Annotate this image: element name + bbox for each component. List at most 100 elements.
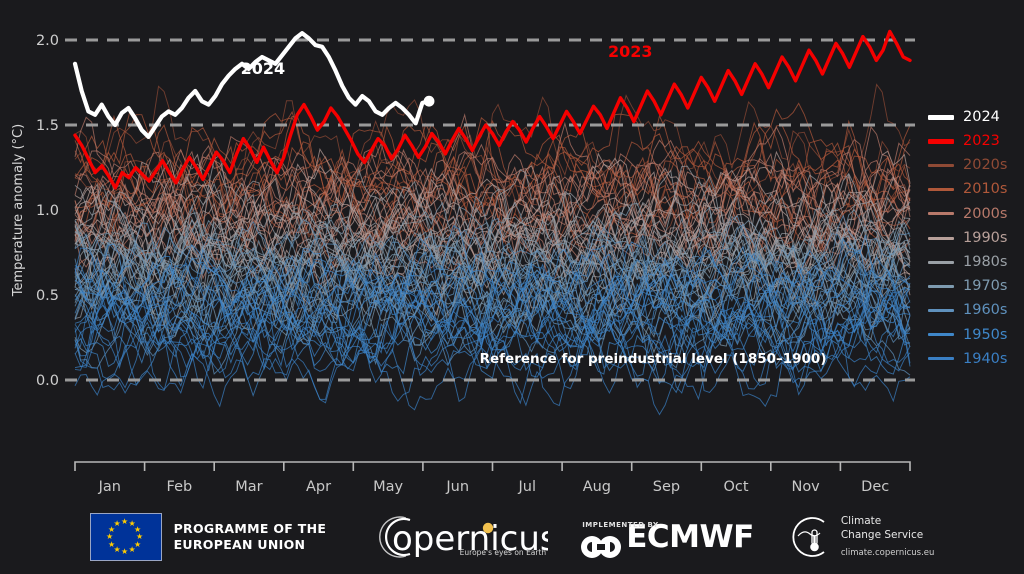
decade-line-1950s [74, 224, 911, 319]
decade-line-1940s [74, 321, 911, 416]
c3s-thermometer-icon [792, 517, 825, 557]
decade-line-1970s [74, 195, 911, 303]
legend-swatch-2000s [928, 212, 954, 216]
y-tick-label: 0.5 [36, 288, 59, 304]
series-line-2024 [72, 31, 432, 139]
legend-swatch-2020s [928, 163, 954, 167]
decade-line-2000s [74, 158, 911, 258]
decade-line-2000s [74, 135, 911, 230]
decade-line-1940s [74, 247, 911, 349]
decade-line-2010s [74, 102, 911, 204]
decade-line-1960s [74, 273, 911, 366]
legend-item-1990s[interactable]: 1990s [928, 226, 1024, 250]
eu-star-icon: ★ [113, 544, 121, 554]
copernicus-logo: opernicus Europe's eyes on Earth [366, 514, 548, 560]
eu-star-icon: ★ [133, 524, 142, 534]
legend-label-1990s: 1990s [963, 229, 1008, 246]
decade-line-1940s [74, 252, 911, 338]
legend-label-1980s: 1980s [963, 253, 1008, 270]
decade-line-1940s [74, 296, 911, 403]
c3s-line2: Change Service [840, 528, 924, 541]
y-tick-label: 0.0 [36, 373, 59, 389]
eu-logo-line2: EUROPEAN UNION [173, 537, 306, 552]
c3s-line1: Climate [840, 515, 882, 528]
legend-item-1950s[interactable]: 1950s [928, 323, 1024, 347]
decade-line-1950s [74, 234, 911, 330]
x-axis-spine [74, 461, 911, 471]
y-axis-title: Temperature anomaly (°C) [11, 124, 26, 297]
eu-star-icon: ★ [136, 532, 144, 541]
chart-container: 0.0 0.5 1.0 1.5 2.0 Temperature anomaly (°C) J… [11, 29, 915, 495]
c3s-text: Climate Change Service climate.copernicu… [841, 515, 935, 558]
legend-label-2023: 2023 [963, 133, 1000, 150]
eu-star-icon: ★ [121, 547, 129, 556]
y-tick-label: 1.5 [36, 118, 59, 134]
legend-swatch-2010s [928, 188, 954, 192]
legend-item-1970s[interactable]: 1970s [928, 274, 1024, 298]
decade-line-2010s [74, 114, 911, 214]
annotation-2024: 2024 [241, 59, 286, 78]
x-tick-label-Oct: Oct [724, 479, 749, 495]
legend-swatch-2024 [928, 114, 954, 120]
eu-star-icon: ★ [108, 524, 116, 534]
x-tick-label-Jun: Jun [445, 479, 469, 495]
legend-item-1940s[interactable]: 1940s [928, 347, 1024, 371]
x-tick-label-Dec: Dec [861, 479, 889, 495]
eu-star-icon: ★ [106, 532, 114, 541]
annotation-2023: 2023 [608, 42, 653, 61]
legend-item-2020s[interactable]: 2020s [928, 153, 1024, 177]
decade-line-1990s [74, 148, 911, 242]
decade-line-1940s [74, 270, 911, 390]
eu-logo-line1: PROGRAMME OF THE [173, 521, 327, 537]
annotations: 2024 2023 Reference for preindustrial leve… [241, 42, 827, 367]
decade-spaghetti-lines [74, 83, 911, 416]
y-tick-label: 1.0 [36, 203, 59, 219]
legend-label-2020s: 2020s [963, 157, 1008, 174]
decade-line-2000s [74, 171, 911, 280]
series-endpoint-2024 [423, 95, 435, 107]
series-line-2023 [73, 29, 912, 190]
decade-line-1960s [74, 233, 911, 337]
gridlines [65, 38, 915, 382]
decade-line-1980s [74, 165, 911, 272]
legend-item-1960s[interactable]: 1960s [928, 299, 1024, 323]
x-tick-label-Feb: Feb [167, 479, 193, 495]
legend-item-2024[interactable]: 2024 [928, 105, 1024, 129]
ecmwf-wordmark: ECMWF [626, 518, 754, 555]
legend-item-2000s[interactable]: 2000s [928, 202, 1024, 226]
eu-star-icon: ★ [133, 539, 142, 549]
eu-star-icon: ★ [128, 544, 136, 554]
x-tick-label-Jul: Jul [518, 479, 537, 495]
eu-star-icon: ★ [128, 519, 136, 528]
ecmwf-cloud-icon [581, 535, 622, 558]
decade-line-1960s [74, 274, 911, 376]
legend-item-2023[interactable]: 2023 [928, 129, 1024, 153]
legend-item-1980s[interactable]: 1980s [928, 250, 1024, 274]
legend-label-1960s: 1960s [963, 302, 1008, 319]
x-tick-label-Nov: Nov [791, 479, 820, 495]
legend-label-2010s: 2010s [963, 181, 1008, 198]
eu-logo-text: PROGRAMME OF THE EUROPEAN UNION [174, 521, 327, 552]
legend-swatch-1950s [928, 333, 954, 337]
legend-label-1940s: 1940s [963, 350, 1008, 367]
temperature-anomaly-chart: 0.0 0.5 1.0 1.5 2.0 Temperature anomaly (°C) J… [11, 29, 915, 495]
eu-star-icon: ★ [121, 517, 129, 526]
footer-logo-bar: ★ ★ ★ ★ ★ ★ ★ ★ ★ ★ ★ ★ PROGRAMME OF THE EUROPEAN U… [0, 500, 1024, 574]
copernicus-tagline: Europe's eyes on Earth [459, 548, 547, 557]
x-tick-label-Mar: Mar [235, 479, 262, 495]
decade-line-1950s [74, 290, 911, 398]
eu-flag-icon: ★ ★ ★ ★ ★ ★ ★ ★ ★ ★ ★ ★ [89, 513, 162, 561]
decade-line-1940s [74, 274, 911, 357]
legend-label-2024: 2024 [963, 108, 1000, 125]
decade-line-1960s [74, 229, 911, 315]
decade-line-1940s [74, 275, 911, 389]
legend-swatch-2023 [928, 138, 954, 144]
x-tick-label-Apr: Apr [306, 479, 331, 495]
decade-line-2010s [74, 134, 911, 230]
eu-logo: ★ ★ ★ ★ ★ ★ ★ ★ ★ ★ ★ ★ PROGRAMME OF THE EUROPEAN U… [89, 513, 327, 561]
legend-item-2010s[interactable]: 2010s [928, 178, 1024, 202]
x-tick-label-Sep: Sep [653, 479, 680, 495]
x-tick-label-Jan: Jan [98, 479, 121, 495]
annotation-reference-level: Reference for preindustrial level (1850–… [480, 351, 827, 367]
